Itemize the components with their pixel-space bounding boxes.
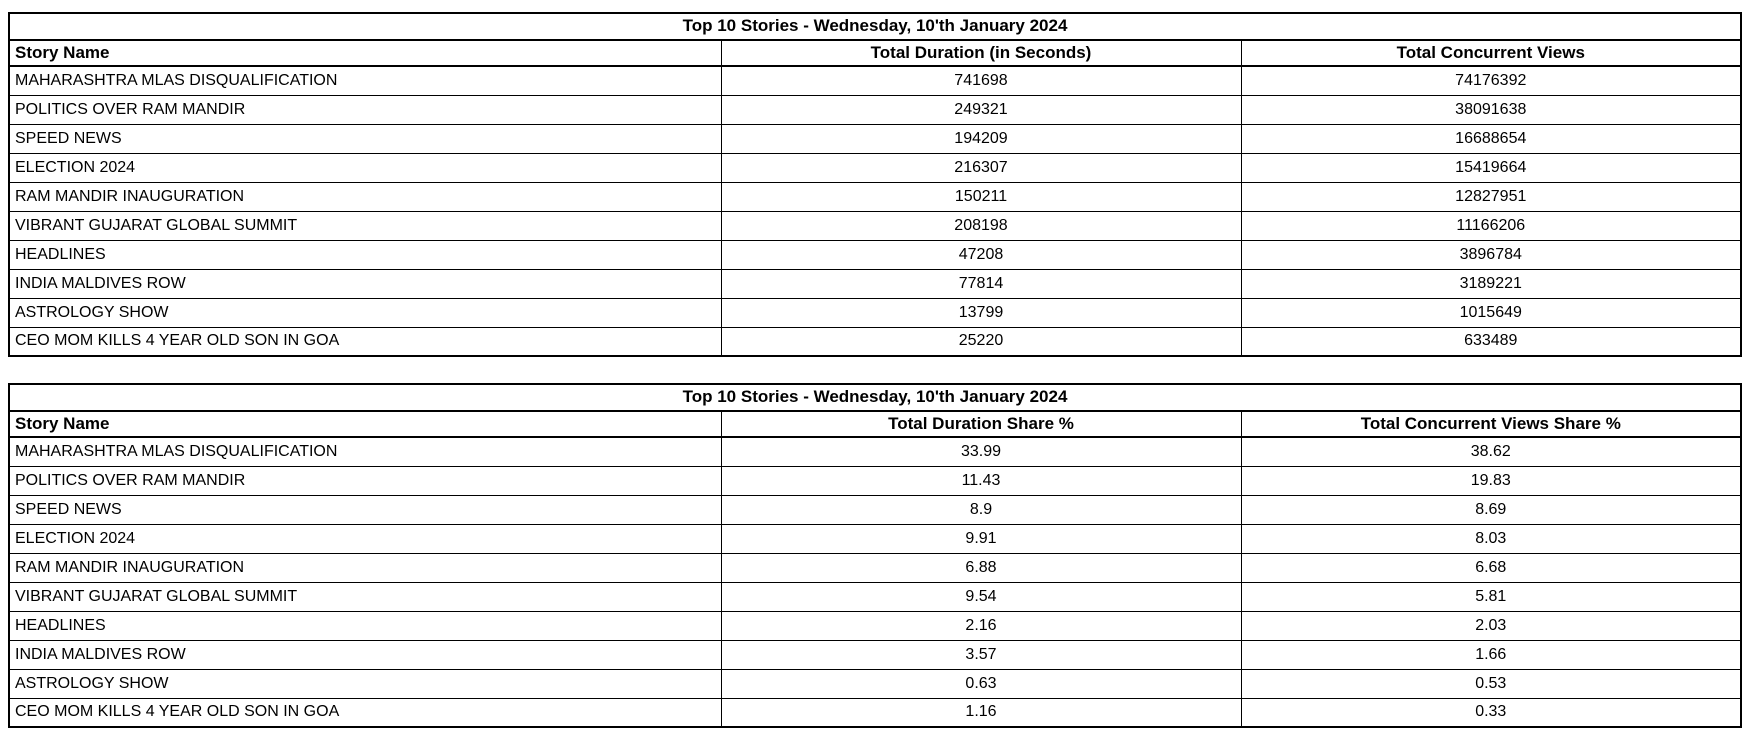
table-title-row: Top 10 Stories - Wednesday, 10'th Januar… bbox=[8, 12, 1742, 41]
value-cell: 8.69 bbox=[1240, 494, 1742, 525]
value-cell: 38091638 bbox=[1240, 94, 1742, 125]
table-row: HEADLINES 47208 3896784 bbox=[8, 239, 1742, 270]
column-header-total-concurrent-views: Total Concurrent Views bbox=[1240, 39, 1742, 67]
value-cell: 6.88 bbox=[720, 552, 1242, 583]
table-row: ELECTION 2024 9.91 8.03 bbox=[8, 523, 1742, 554]
top-stories-share-table: Top 10 Stories - Wednesday, 10'th Januar… bbox=[8, 383, 1743, 728]
value-cell: 150211 bbox=[720, 181, 1242, 212]
value-cell: 2.03 bbox=[1240, 610, 1742, 641]
story-name-cell: POLITICS OVER RAM MANDIR bbox=[8, 465, 722, 496]
story-name-cell: INDIA MALDIVES ROW bbox=[8, 639, 722, 670]
table-title-row: Top 10 Stories - Wednesday, 10'th Januar… bbox=[8, 383, 1742, 412]
table-row: INDIA MALDIVES ROW 3.57 1.66 bbox=[8, 639, 1742, 670]
story-name-cell: MAHARASHTRA MLAS DISQUALIFICATION bbox=[8, 65, 722, 96]
story-name-cell: HEADLINES bbox=[8, 239, 722, 270]
table-row: CEO MOM KILLS 4 YEAR OLD SON IN GOA 1.16 0… bbox=[8, 697, 1742, 728]
value-cell: 3896784 bbox=[1240, 239, 1742, 270]
story-name-cell: ELECTION 2024 bbox=[8, 523, 722, 554]
story-name-cell: ELECTION 2024 bbox=[8, 152, 722, 183]
spreadsheet-sheet: Top 10 Stories - Wednesday, 10'th Januar… bbox=[8, 12, 1743, 728]
value-cell: 12827951 bbox=[1240, 181, 1742, 212]
table-head-section: Top 10 Stories - Wednesday, 10'th Januar… bbox=[8, 12, 1742, 67]
table-row: INDIA MALDIVES ROW 77814 3189221 bbox=[8, 268, 1742, 299]
value-cell: 8.9 bbox=[720, 494, 1242, 525]
story-name-cell: ASTROLOGY SHOW bbox=[8, 668, 722, 699]
table-row: ASTROLOGY SHOW 13799 1015649 bbox=[8, 297, 1742, 328]
column-header-total-duration-share: Total Duration Share % bbox=[720, 410, 1242, 438]
value-cell: 1.66 bbox=[1240, 639, 1742, 670]
table-row: POLITICS OVER RAM MANDIR 11.43 19.83 bbox=[8, 465, 1742, 496]
value-cell: 16688654 bbox=[1240, 123, 1742, 154]
table-row: MAHARASHTRA MLAS DISQUALIFICATION 33.99 38… bbox=[8, 436, 1742, 467]
table-row: CEO MOM KILLS 4 YEAR OLD SON IN GOA 25220… bbox=[8, 326, 1742, 357]
value-cell: 6.68 bbox=[1240, 552, 1742, 583]
value-cell: 11166206 bbox=[1240, 210, 1742, 241]
table-row: HEADLINES 2.16 2.03 bbox=[8, 610, 1742, 641]
value-cell: 0.63 bbox=[720, 668, 1242, 699]
table-row: VIBRANT GUJARAT GLOBAL SUMMIT 208198 11166… bbox=[8, 210, 1742, 241]
value-cell: 74176392 bbox=[1240, 65, 1742, 96]
value-cell: 19.83 bbox=[1240, 465, 1742, 496]
table-row: RAM MANDIR INAUGURATION 6.88 6.68 bbox=[8, 552, 1742, 583]
table-row: VIBRANT GUJARAT GLOBAL SUMMIT 9.54 5.81 bbox=[8, 581, 1742, 612]
value-cell: 633489 bbox=[1240, 326, 1742, 357]
value-cell: 38.62 bbox=[1240, 436, 1742, 467]
value-cell: 13799 bbox=[720, 297, 1242, 328]
value-cell: 47208 bbox=[720, 239, 1242, 270]
value-cell: 1.16 bbox=[720, 697, 1242, 728]
value-cell: 741698 bbox=[720, 65, 1242, 96]
value-cell: 194209 bbox=[720, 123, 1242, 154]
table-head-section: Top 10 Stories - Wednesday, 10'th Januar… bbox=[8, 383, 1742, 438]
value-cell: 11.43 bbox=[720, 465, 1242, 496]
story-name-cell: ASTROLOGY SHOW bbox=[8, 297, 722, 328]
story-name-cell: SPEED NEWS bbox=[8, 123, 722, 154]
story-name-cell: CEO MOM KILLS 4 YEAR OLD SON IN GOA bbox=[8, 326, 722, 357]
table-title: Top 10 Stories - Wednesday, 10'th Januar… bbox=[8, 12, 1742, 41]
value-cell: 0.33 bbox=[1240, 697, 1742, 728]
value-cell: 0.53 bbox=[1240, 668, 1742, 699]
top-stories-totals-table: Top 10 Stories - Wednesday, 10'th Januar… bbox=[8, 12, 1743, 357]
value-cell: 3189221 bbox=[1240, 268, 1742, 299]
story-name-cell: HEADLINES bbox=[8, 610, 722, 641]
value-cell: 15419664 bbox=[1240, 152, 1742, 183]
table-row: RAM MANDIR INAUGURATION 150211 12827951 bbox=[8, 181, 1742, 212]
table-row: POLITICS OVER RAM MANDIR 249321 38091638 bbox=[8, 94, 1742, 125]
table-header-row: Story Name Total Duration Share % Total … bbox=[8, 410, 1742, 438]
value-cell: 77814 bbox=[720, 268, 1242, 299]
story-name-cell: MAHARASHTRA MLAS DISQUALIFICATION bbox=[8, 436, 722, 467]
value-cell: 5.81 bbox=[1240, 581, 1742, 612]
table-title: Top 10 Stories - Wednesday, 10'th Januar… bbox=[8, 383, 1742, 412]
column-header-total-duration-seconds: Total Duration (in Seconds) bbox=[720, 39, 1242, 67]
story-name-cell: VIBRANT GUJARAT GLOBAL SUMMIT bbox=[8, 210, 722, 241]
table-row: SPEED NEWS 8.9 8.69 bbox=[8, 494, 1742, 525]
story-name-cell: CEO MOM KILLS 4 YEAR OLD SON IN GOA bbox=[8, 697, 722, 728]
table-row: MAHARASHTRA MLAS DISQUALIFICATION 741698 7… bbox=[8, 65, 1742, 96]
value-cell: 2.16 bbox=[720, 610, 1242, 641]
table-body-totals: MAHARASHTRA MLAS DISQUALIFICATION 741698 7… bbox=[8, 65, 1742, 357]
value-cell: 33.99 bbox=[720, 436, 1242, 467]
story-name-cell: RAM MANDIR INAUGURATION bbox=[8, 552, 722, 583]
value-cell: 249321 bbox=[720, 94, 1242, 125]
value-cell: 208198 bbox=[720, 210, 1242, 241]
table-row: ASTROLOGY SHOW 0.63 0.53 bbox=[8, 668, 1742, 699]
story-name-cell: VIBRANT GUJARAT GLOBAL SUMMIT bbox=[8, 581, 722, 612]
story-name-cell: RAM MANDIR INAUGURATION bbox=[8, 181, 722, 212]
value-cell: 3.57 bbox=[720, 639, 1242, 670]
table-row: SPEED NEWS 194209 16688654 bbox=[8, 123, 1742, 154]
value-cell: 25220 bbox=[720, 326, 1242, 357]
column-header-story-name: Story Name bbox=[8, 410, 722, 438]
value-cell: 1015649 bbox=[1240, 297, 1742, 328]
story-name-cell: POLITICS OVER RAM MANDIR bbox=[8, 94, 722, 125]
value-cell: 8.03 bbox=[1240, 523, 1742, 554]
value-cell: 9.91 bbox=[720, 523, 1242, 554]
value-cell: 216307 bbox=[720, 152, 1242, 183]
story-name-cell: INDIA MALDIVES ROW bbox=[8, 268, 722, 299]
table-header-row: Story Name Total Duration (in Seconds) T… bbox=[8, 39, 1742, 67]
story-name-cell: SPEED NEWS bbox=[8, 494, 722, 525]
column-header-story-name: Story Name bbox=[8, 39, 722, 67]
table-body-shares: MAHARASHTRA MLAS DISQUALIFICATION 33.99 38… bbox=[8, 436, 1742, 728]
value-cell: 9.54 bbox=[720, 581, 1242, 612]
column-header-total-concurrent-views-share: Total Concurrent Views Share % bbox=[1240, 410, 1742, 438]
table-row: ELECTION 2024 216307 15419664 bbox=[8, 152, 1742, 183]
